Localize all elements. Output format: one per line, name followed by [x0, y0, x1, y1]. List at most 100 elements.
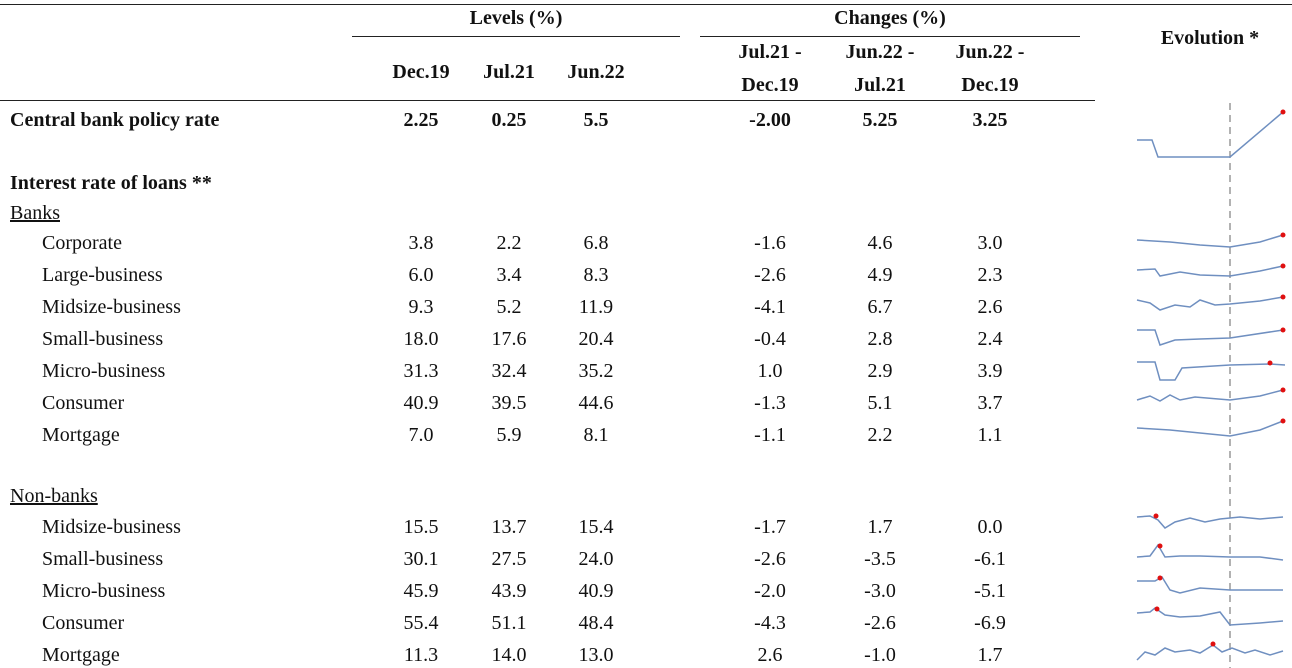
- cell: 3.7: [977, 392, 1003, 414]
- group-label: Non-banks: [10, 485, 98, 507]
- group-label: Banks: [10, 202, 60, 224]
- sparkline: [1137, 111, 1284, 158]
- column-header: Dec.19: [392, 61, 450, 83]
- cell: -2.6: [864, 612, 896, 634]
- dot: [1280, 294, 1286, 300]
- cell: 4.6: [867, 232, 893, 254]
- column-header: Jul.21: [854, 74, 906, 96]
- sparkline: [1137, 575, 1283, 594]
- cell: -1.1: [754, 424, 786, 446]
- cell: 32.4: [491, 360, 527, 382]
- cell: 8.1: [583, 424, 609, 446]
- dot: [1280, 387, 1286, 393]
- cell: 3.25: [972, 109, 1008, 131]
- cell: 27.5: [491, 548, 527, 570]
- cell: 8.3: [583, 264, 609, 286]
- cell: 15.4: [578, 516, 614, 538]
- row-label: Small-business: [42, 328, 164, 350]
- levels-rule: [352, 36, 680, 37]
- dot: [1267, 360, 1273, 366]
- row-label: Mortgage: [42, 424, 120, 446]
- row-label: Midsize-business: [42, 516, 181, 538]
- group-title: Levels (%): [469, 7, 563, 29]
- sparkline: [1136, 543, 1284, 561]
- cell: 2.25: [403, 109, 439, 131]
- dot: [1280, 109, 1286, 115]
- cell: 1.1: [977, 424, 1003, 446]
- cell: 35.2: [578, 360, 614, 382]
- row-label: Corporate: [42, 232, 122, 254]
- column-header: Dec.19: [961, 74, 1019, 96]
- dot: [1153, 513, 1159, 519]
- group-title: Evolution *: [1160, 27, 1260, 49]
- dot: [1280, 232, 1286, 238]
- sparkline: [1137, 329, 1284, 346]
- cell: 4.9: [867, 264, 893, 286]
- cell: 40.9: [403, 392, 439, 414]
- cell: 17.6: [491, 328, 527, 350]
- cell: 2.8: [867, 328, 893, 350]
- dot: [1157, 543, 1163, 549]
- cell: 2.4: [977, 328, 1003, 350]
- sparkline: [1136, 389, 1284, 402]
- cell: 2.2: [496, 232, 522, 254]
- cell: 11.3: [403, 644, 439, 666]
- cell: 6.7: [867, 296, 893, 318]
- column-header: Jun.22 -: [845, 41, 915, 63]
- cell: 5.9: [496, 424, 522, 446]
- cell: 1.7: [977, 644, 1003, 666]
- cell: 40.9: [578, 580, 614, 602]
- column-header: Dec.19: [741, 74, 799, 96]
- cell: 51.1: [491, 612, 527, 634]
- cell: 5.1: [867, 392, 893, 414]
- cell: -2.0: [754, 580, 786, 602]
- cell: -1.0: [864, 644, 896, 666]
- cell: -2.6: [754, 264, 786, 286]
- row-label: Consumer: [42, 392, 125, 414]
- cell: 15.5: [403, 516, 439, 538]
- cell: 39.5: [491, 392, 527, 414]
- cell: 5.2: [496, 296, 522, 318]
- cell: 2.2: [867, 424, 893, 446]
- row-label: Micro-business: [42, 580, 166, 602]
- cell: -5.1: [974, 580, 1006, 602]
- dot: [1280, 327, 1286, 333]
- cell: 3.8: [408, 232, 434, 254]
- cell: -1.7: [754, 516, 786, 538]
- cell: -6.9: [974, 612, 1006, 634]
- cell: 13.0: [578, 644, 614, 666]
- cell: -2.00: [749, 109, 791, 131]
- cell: -6.1: [974, 548, 1006, 570]
- dot: [1280, 418, 1286, 424]
- cell: 31.3: [403, 360, 439, 382]
- cell: 0.0: [977, 516, 1003, 538]
- group-title: Changes (%): [834, 7, 946, 29]
- sparkline: [1136, 420, 1284, 437]
- cell: 1.7: [867, 516, 893, 538]
- cell: 6.8: [583, 232, 609, 254]
- cell: 43.9: [491, 580, 527, 602]
- dot: [1280, 263, 1286, 269]
- sparkline: [1136, 234, 1284, 248]
- cell: 0.25: [491, 109, 527, 131]
- cell: -2.6: [754, 548, 786, 570]
- cell: 14.0: [491, 644, 527, 666]
- cell: 18.0: [403, 328, 439, 350]
- changes-rule: [700, 36, 1080, 37]
- sparkline: [1136, 265, 1284, 277]
- dot: [1157, 575, 1163, 581]
- sparkline: [1136, 644, 1284, 661]
- cell: 2.3: [977, 264, 1003, 286]
- cell: 30.1: [403, 548, 439, 570]
- cell: -0.4: [754, 328, 786, 350]
- cell: -3.0: [864, 580, 896, 602]
- top-rule: [0, 4, 1292, 5]
- sparkline: [1136, 515, 1284, 529]
- column-header: Jul.21 -: [738, 41, 802, 63]
- cell: 11.9: [578, 296, 614, 318]
- cell: 2.6: [757, 644, 783, 666]
- row-label: Central bank policy rate: [10, 109, 220, 131]
- cell: 2.9: [867, 360, 893, 382]
- cell: 3.4: [496, 264, 522, 286]
- cell: 1.0: [757, 360, 783, 382]
